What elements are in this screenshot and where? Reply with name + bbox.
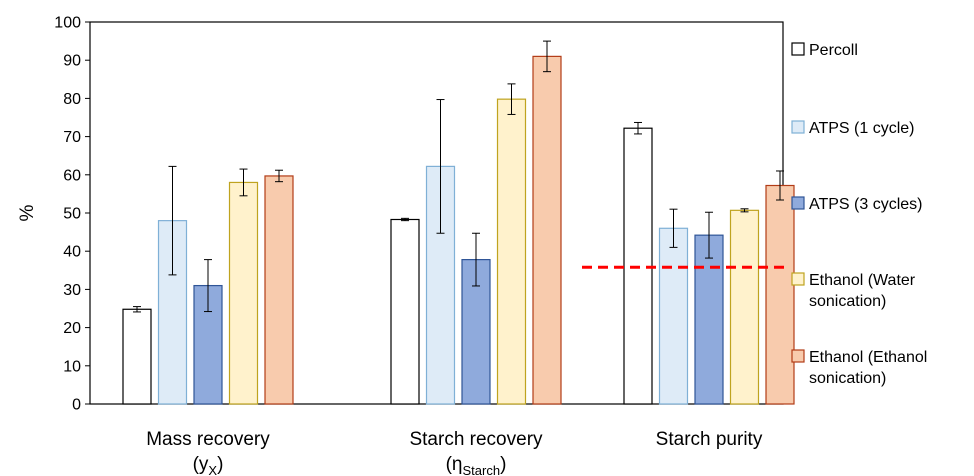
y-tick-label: 70 bbox=[63, 129, 81, 146]
legend-swatch bbox=[791, 349, 805, 363]
y-tick-label: 90 bbox=[63, 53, 81, 70]
legend: Percoll ATPS (1 cycle) ATPS (3 cycles) Etha… bbox=[791, 42, 927, 387]
category-labels: Mass recovery (yX) Starch recovery (ηStarch… bbox=[146, 429, 763, 476]
bars-group bbox=[122, 55, 795, 405]
legend-label: ATPS (3 cycles) bbox=[809, 196, 923, 213]
category-label: Starch purity bbox=[656, 429, 763, 450]
bar bbox=[765, 184, 795, 405]
y-tick-label: 0 bbox=[72, 397, 81, 414]
y-tick-label: 10 bbox=[63, 358, 81, 375]
legend-swatch bbox=[791, 120, 805, 134]
category-sublabel: (ηStarch) bbox=[446, 454, 507, 476]
y-tick-label: 20 bbox=[63, 320, 81, 337]
error-bars-group bbox=[133, 40, 784, 313]
y-tick-label: 100 bbox=[54, 15, 81, 32]
bar bbox=[694, 234, 724, 405]
legend-label: Percoll bbox=[809, 42, 858, 59]
y-tick-label: 50 bbox=[63, 206, 81, 223]
category-label: Mass recovery bbox=[146, 429, 270, 450]
y-axis-ticks: 0 10 20 30 40 50 60 70 80 90 100 bbox=[54, 15, 90, 414]
bar bbox=[729, 209, 760, 405]
bar bbox=[496, 98, 527, 405]
legend-swatch bbox=[791, 196, 805, 210]
bar bbox=[228, 181, 259, 405]
legend-label: ATPS (1 cycle) bbox=[809, 120, 915, 137]
legend-label: sonication) bbox=[809, 370, 886, 387]
y-tick-label: 40 bbox=[63, 244, 81, 261]
legend-swatch bbox=[791, 272, 805, 286]
legend-label: Ethanol (Ethanol bbox=[809, 349, 927, 366]
category-sublabel: (yX) bbox=[193, 454, 224, 476]
bar bbox=[264, 175, 294, 405]
bar bbox=[532, 55, 562, 405]
y-tick-label: 60 bbox=[63, 167, 81, 184]
category-label: Starch recovery bbox=[409, 429, 543, 450]
y-tick-label: 30 bbox=[63, 282, 81, 299]
legend-label: sonication) bbox=[809, 293, 886, 310]
bar bbox=[658, 227, 689, 405]
y-axis-title: % bbox=[17, 204, 38, 221]
bar bbox=[390, 218, 420, 405]
bar bbox=[122, 308, 152, 405]
y-tick-label: 80 bbox=[63, 91, 81, 108]
legend-label: Ethanol (Water bbox=[809, 272, 916, 289]
legend-swatch bbox=[791, 42, 805, 56]
